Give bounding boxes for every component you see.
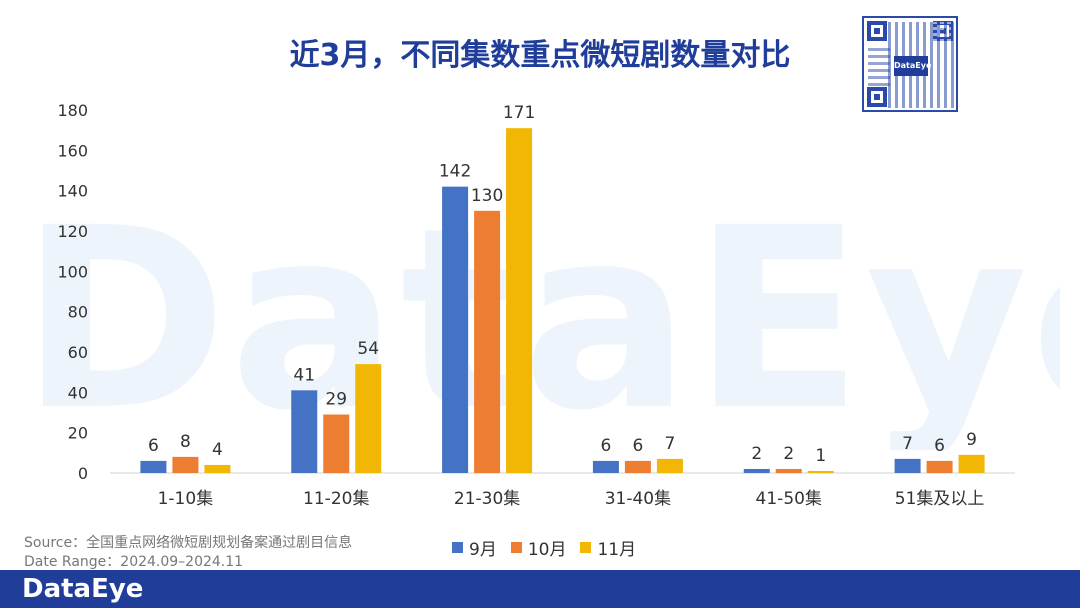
data-label: 7 [902, 434, 913, 454]
qr-finder-top-left [867, 21, 887, 41]
data-label: 9 [966, 430, 977, 450]
data-label: 171 [503, 103, 535, 123]
data-label: 7 [665, 434, 676, 454]
legend-item-oct: 10月 [510, 535, 567, 560]
bar [958, 454, 985, 473]
date-range-line: Date Range：2024.09–2024.11 [24, 554, 244, 570]
bar [172, 456, 199, 473]
bar [204, 464, 231, 473]
x-tick-label: 31-40集 [605, 489, 671, 509]
legend-swatch-sep [452, 542, 463, 553]
data-label: 6 [601, 436, 612, 456]
y-tick-label: 40 [68, 383, 88, 402]
data-label: 2 [783, 444, 794, 464]
qr-pattern-side [868, 46, 890, 86]
bar [506, 128, 533, 473]
bar [442, 186, 469, 473]
bar [926, 460, 953, 473]
y-tick-label: 160 [57, 141, 88, 160]
x-tick-label: 41-50集 [756, 489, 822, 509]
chart-title: 近3月，不同集数重点微短剧数量对比 [289, 38, 791, 73]
legend-item-nov: 11月 [580, 535, 636, 560]
data-label: 8 [180, 432, 191, 452]
legend-swatch-nov [580, 542, 592, 553]
data-label: 41 [293, 365, 315, 385]
bar [140, 460, 167, 473]
legend-item-sep: 9月 [452, 535, 497, 560]
data-label: 29 [325, 390, 347, 410]
data-label: 6 [633, 436, 644, 456]
footer-bar: DataEye [0, 570, 1080, 608]
y-tick-label: 20 [68, 424, 88, 443]
data-label: 2 [751, 444, 762, 464]
y-tick-label: 80 [68, 303, 88, 322]
bar [592, 460, 619, 473]
footer-logo: DataEye [22, 574, 144, 604]
bar [323, 414, 350, 473]
data-label: 6 [148, 436, 159, 456]
qr-code[interactable]: DataEye [862, 16, 958, 112]
data-label: 142 [439, 162, 471, 182]
x-tick-label: 11-20集 [303, 489, 369, 509]
legend-label-sep: 9月 [469, 540, 497, 560]
y-tick-label: 120 [57, 222, 88, 241]
bar [656, 458, 683, 473]
data-label: 4 [212, 440, 223, 460]
bar [807, 470, 834, 473]
bar [355, 364, 382, 473]
source-line: Source：全国重点网络微短剧规划备案通过剧目信息 [24, 535, 353, 551]
legend-label-oct: 10月 [527, 540, 567, 560]
legend-label-nov: 11月 [597, 540, 637, 560]
x-tick-label: 1-10集 [158, 489, 214, 509]
bar [743, 468, 770, 473]
data-label: 130 [471, 186, 503, 206]
qr-center-logo: DataEye [894, 56, 931, 76]
bar [894, 458, 921, 473]
bar [474, 210, 501, 474]
bar [624, 460, 651, 473]
bar [775, 468, 802, 473]
source-note: Source：全国重点网络微短剧规划备案通过剧目信息 Date Range：20… [24, 534, 352, 572]
y-tick-label: 0 [78, 464, 88, 483]
data-label: 54 [357, 339, 379, 359]
x-tick-label: 21-30集 [454, 489, 520, 509]
data-label: 1 [815, 446, 826, 466]
legend-swatch-oct [510, 542, 522, 553]
y-tick-label: 140 [57, 182, 88, 201]
data-label: 6 [934, 436, 945, 456]
y-tick-label: 180 [57, 101, 88, 120]
y-tick-label: 60 [68, 343, 88, 362]
watermark: DataEye [20, 190, 1060, 450]
y-tick-label: 100 [57, 262, 88, 281]
qr-finder-bottom-left [867, 87, 887, 107]
x-tick-label: 51集及以上 [895, 489, 985, 509]
bar [291, 390, 318, 473]
chart-legend: 9月 10月 11月 [452, 535, 636, 560]
